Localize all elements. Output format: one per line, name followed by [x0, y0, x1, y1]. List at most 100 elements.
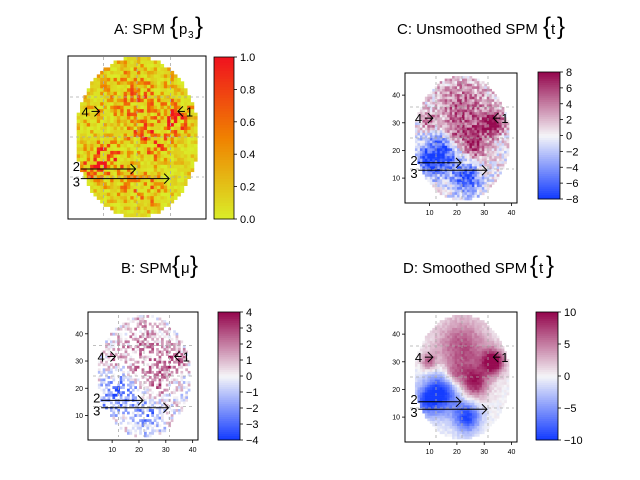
panel-c-cell: [459, 150, 463, 154]
panel-a-cell: [133, 57, 138, 61]
panel-b-cell: [151, 332, 155, 336]
panel-a-cell: [160, 105, 165, 110]
panel-a-cell: [137, 140, 141, 145]
panel-b-cell: [175, 348, 179, 351]
panel-a-cell: [130, 161, 134, 166]
panel-b-cell: [158, 370, 162, 374]
panel-c-cell: [466, 86, 470, 90]
panel-a-cell: [143, 63, 148, 68]
panel-a-cell: [177, 98, 181, 103]
panel-c-cell: [486, 114, 490, 118]
panel-d-cell: [491, 369, 495, 373]
panel-b-cell: [151, 345, 155, 349]
panel-c-cell: [444, 78, 448, 82]
panel-b-cell: [134, 335, 138, 339]
panel-c-cell: [469, 161, 473, 165]
panel-a-cell: [113, 74, 118, 79]
panel-a-cell: [180, 133, 185, 138]
panel-b-colorbar-swatch: [218, 429, 240, 432]
panel-c-cell: [422, 112, 426, 116]
panel-c-cell: [484, 130, 488, 134]
panel-c-cell: [439, 125, 443, 128]
panel-c-cell: [481, 156, 485, 159]
panel-c-cell: [474, 138, 478, 141]
panel-d-cell: [427, 353, 431, 357]
panel-c-cell: [462, 81, 465, 85]
panel-c-cell: [447, 150, 450, 154]
panel-c-cell: [414, 153, 418, 157]
panel-b-cell: [122, 401, 125, 405]
panel-c-cell: [466, 143, 470, 147]
panel-a-cell: [170, 102, 175, 106]
panel-b-cell: [148, 421, 152, 425]
panel-c-cell: [476, 107, 480, 110]
panel-c-cell: [449, 166, 453, 170]
panel-d-cell: [442, 327, 445, 331]
panel-c-cell: [476, 158, 480, 162]
panel-a-cell: [113, 175, 118, 180]
panel-b-cell: [119, 381, 123, 384]
panel-a-cell: [193, 126, 198, 131]
panel-c-cell: [437, 189, 441, 193]
panel-a-cell: [137, 150, 141, 155]
panel-a-cell: [173, 150, 178, 155]
panel-c-cell: [427, 158, 431, 162]
panel-d-cell: [427, 366, 431, 370]
panel-d-cell: [457, 374, 460, 378]
panel-c-cell: [471, 153, 475, 157]
panel-a-cell: [137, 161, 141, 166]
panel-d-cell: [429, 343, 433, 347]
panel-b-cell: [105, 355, 108, 359]
panel-d-cell: [434, 371, 438, 375]
panel-c-cell: [494, 179, 497, 183]
panel-c-cell: [449, 189, 453, 193]
panel-d-cell: [491, 338, 495, 342]
panel-c-cell: [457, 166, 460, 170]
panel-c-cell: [449, 117, 453, 121]
panel-b-cell: [163, 320, 167, 323]
panel-c-cell: [429, 122, 433, 126]
panel-c-cell: [469, 179, 473, 183]
panel-b-cell: [173, 348, 176, 351]
panel-c-cell: [504, 148, 507, 152]
panel-a-cell: [130, 196, 134, 200]
panel-d-cell: [479, 353, 483, 357]
panel-a-cell: [120, 70, 124, 75]
panel-d-cell: [489, 338, 493, 342]
panel-b-colorbar-swatch: [218, 329, 240, 332]
panel-c-cell: [479, 99, 483, 103]
panel-b-cell: [161, 320, 164, 323]
panel-d-cell: [496, 343, 500, 347]
panel-b-cell: [175, 342, 179, 346]
panel-c-cell: [469, 181, 473, 185]
panel-a-colorbar-swatch: [214, 81, 234, 85]
panel-a-cell: [116, 60, 121, 65]
panel-b-cell: [146, 414, 150, 417]
panel-a-cell: [106, 164, 111, 169]
panel-b-cell: [161, 360, 164, 364]
panel-b-cell: [139, 429, 142, 433]
panel-d-cell: [427, 392, 431, 396]
panel-c-cell: [454, 192, 458, 196]
panel-d-cell: [476, 348, 480, 352]
panel-c-colorbar-swatch: [538, 116, 560, 119]
panel-d-cell: [442, 322, 445, 326]
panel-c-cell: [417, 132, 421, 136]
panel-a-cell: [147, 161, 151, 166]
panel-c-cell: [489, 132, 493, 136]
panel-a-cell: [126, 164, 131, 169]
panel-c-cell: [457, 138, 460, 141]
panel-a-cell: [76, 137, 81, 141]
panel-b-cell: [170, 414, 174, 417]
panel-a-cell: [150, 157, 155, 162]
panel-c-colorbar-swatch: [538, 133, 560, 136]
panel-d-cell: [464, 369, 468, 373]
panel-d-cell: [447, 374, 450, 378]
panel-a-cell: [126, 154, 131, 159]
panel-c-cell: [469, 163, 473, 167]
panel-c-cell: [414, 148, 418, 152]
panel-b-cell: [158, 381, 162, 384]
panel-b-cell: [105, 393, 108, 397]
panel-a-cell: [187, 150, 191, 155]
panel-c-cell: [484, 158, 488, 162]
